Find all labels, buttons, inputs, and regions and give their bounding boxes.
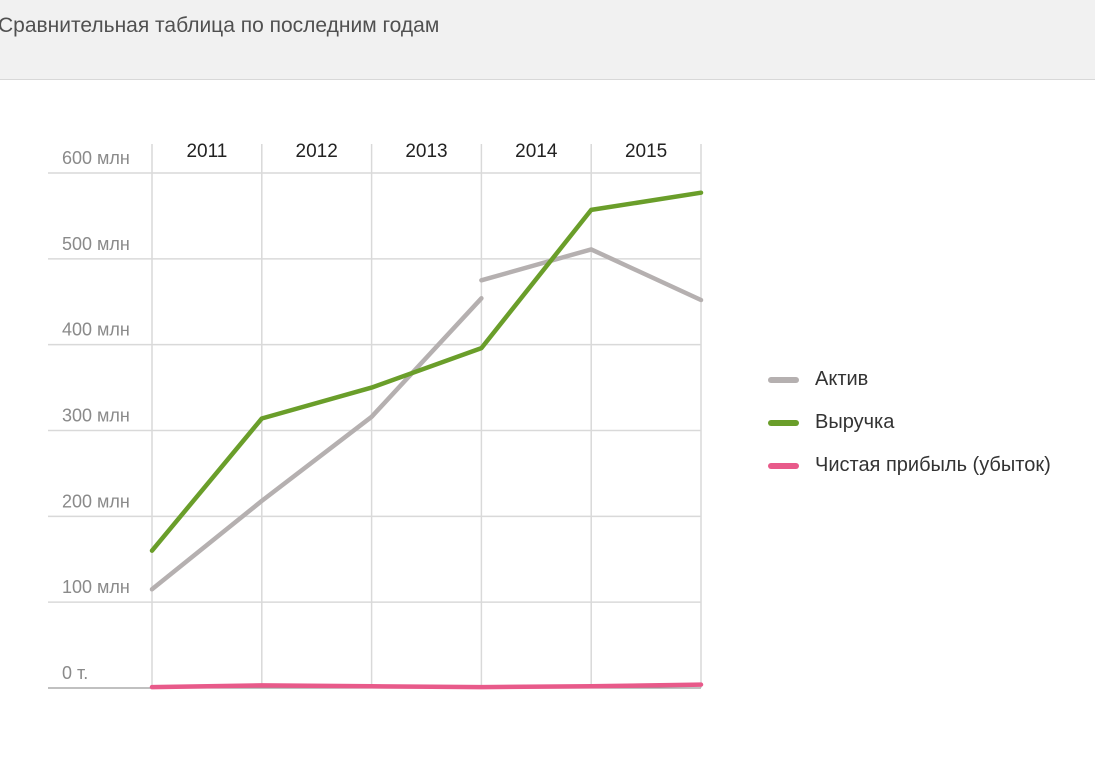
legend-swatch-aktiv	[768, 376, 799, 383]
legend-swatch-profit	[768, 462, 799, 469]
series-line-0	[479, 247, 704, 303]
y-tick-label: 0 т.	[62, 663, 88, 683]
legend-label-vyruchka: Выручка	[815, 411, 895, 433]
y-tick-label: 100 млн	[62, 577, 130, 597]
chart-legend: Актив Выручка Чистая прибыль (убыток)	[768, 358, 1051, 487]
page-header: Сравнительная таблица по последним годам	[0, 0, 1095, 80]
y-tick-label: 600 млн	[62, 148, 130, 168]
x-tick-label: 2015	[625, 141, 667, 162]
x-tick-label: 2014	[515, 141, 558, 162]
x-tick-label: 2012	[296, 141, 338, 162]
series-line-0	[149, 296, 484, 592]
legend-item-profit[interactable]: Чистая прибыль (убыток)	[768, 444, 1051, 487]
legend-item-vyruchka[interactable]: Выручка	[768, 401, 1051, 444]
legend-swatch-vyruchka	[768, 419, 799, 426]
y-tick-label: 400 млн	[62, 320, 130, 340]
legend-item-aktiv[interactable]: Актив	[768, 358, 1051, 401]
series-line-1	[149, 190, 704, 553]
page-title: Сравнительная таблица по последним годам	[0, 14, 440, 37]
x-tick-label: 2011	[186, 141, 227, 162]
y-tick-label: 300 млн	[62, 406, 130, 426]
series-line-2	[149, 682, 704, 690]
y-tick-label: 500 млн	[62, 234, 130, 254]
y-tick-label: 200 млн	[62, 491, 130, 511]
x-tick-label: 2013	[405, 141, 447, 162]
legend-label-profit: Чистая прибыль (убыток)	[815, 454, 1051, 476]
legend-label-aktiv: Актив	[815, 368, 869, 390]
